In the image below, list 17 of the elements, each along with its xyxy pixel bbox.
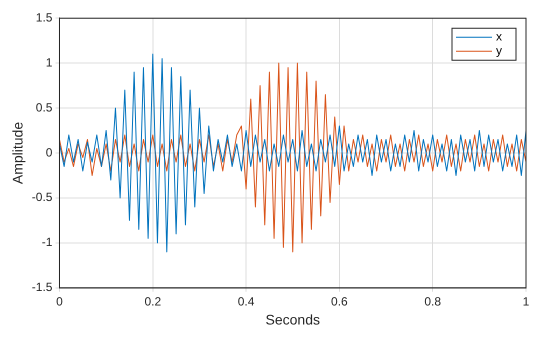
- x-tick-label: 1: [522, 294, 530, 308]
- legend-label: y: [496, 44, 502, 58]
- y-tick-label: -0.5: [32, 190, 53, 204]
- x-tick-label: 0.4: [238, 294, 255, 308]
- x-axis-title: Seconds: [265, 311, 320, 328]
- x-tick-label: 0.6: [331, 294, 348, 308]
- y-tick-label: 1: [46, 55, 53, 70]
- y-axis-title: Amplitude: [9, 122, 26, 184]
- y-tick-label: 0: [46, 145, 53, 160]
- x-tick-label: 0: [56, 294, 64, 308]
- x-tick-label: 0.2: [144, 294, 162, 308]
- legend-label: x: [496, 30, 502, 44]
- x-tick-label: 0.8: [424, 294, 442, 308]
- y-tick-label: -1: [42, 235, 53, 250]
- y-tick-label: -1.5: [32, 280, 53, 294]
- y-tick-label: 0.5: [36, 100, 53, 114]
- y-tick-label: 1.5: [36, 10, 53, 25]
